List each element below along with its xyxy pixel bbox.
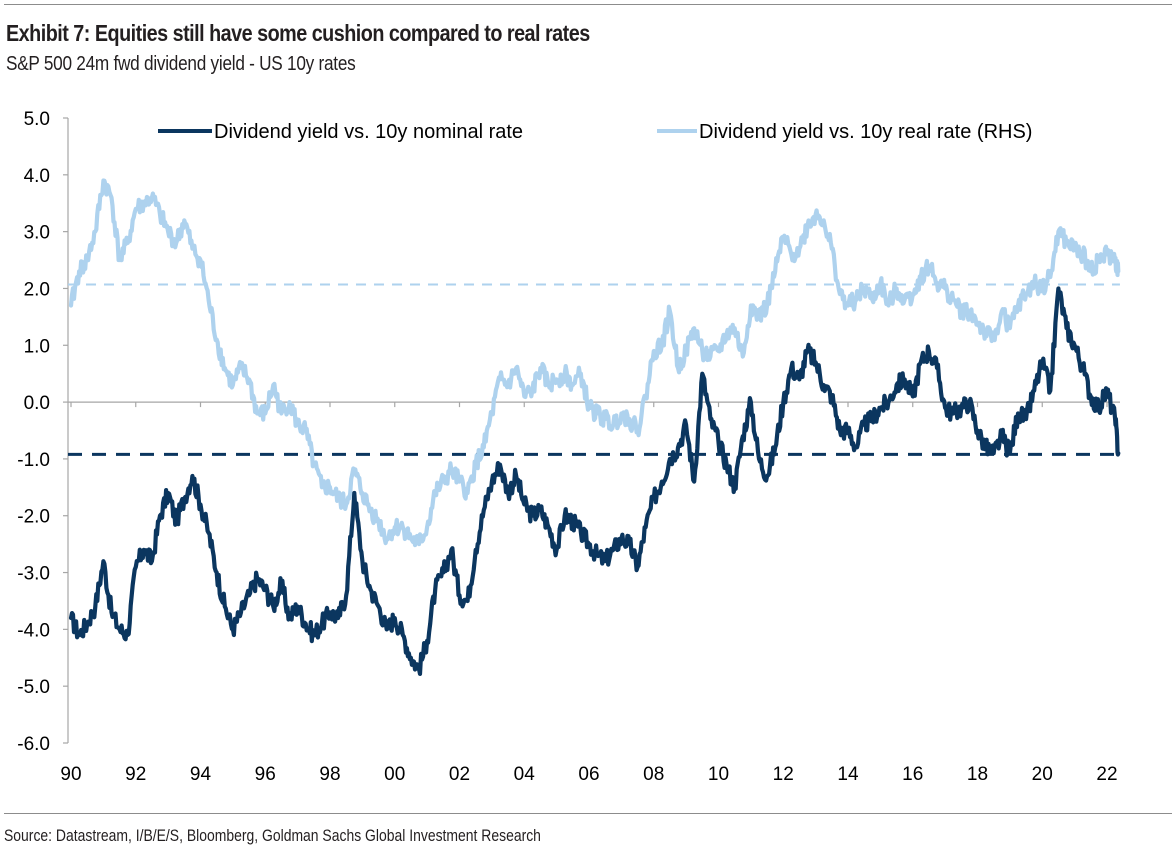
top-divider	[4, 4, 1172, 5]
y-tick-label: -6.0	[17, 734, 50, 755]
reference-lines	[68, 283, 1120, 456]
chart-title: Exhibit 7: Equities still have some cush…	[6, 20, 590, 46]
y-tick-label: 2.0	[24, 279, 50, 300]
x-tick-label: 00	[384, 764, 405, 785]
series-line-real	[68, 178, 1121, 548]
chart-subtitle: S&P 500 24m fwd dividend yield - US 10y …	[6, 53, 356, 75]
x-tick-label: 20	[1032, 764, 1053, 785]
x-tick-label: 98	[319, 764, 340, 785]
x-tick-label: 94	[190, 764, 212, 785]
x-tick-label: 10	[708, 764, 729, 785]
legend: Dividend yield vs. 10y nominal rate Divi…	[158, 121, 1032, 143]
y-tick-label: 3.0	[24, 223, 50, 244]
x-tick-label: 14	[837, 764, 859, 785]
x-tick-label: 02	[449, 764, 470, 785]
y-axis: 5.0 4.0 3.0 2.0 1.0 0.0 -1.0 -2.0 -3.0 -4.0 -5.0 -6…	[17, 109, 69, 755]
y-tick-label: -5.0	[17, 677, 50, 698]
y-tick-label: 5.0	[24, 109, 50, 130]
y-tick-label: -1.0	[17, 450, 50, 471]
x-tick-label: 06	[578, 764, 599, 785]
x-tick-label: 18	[967, 764, 988, 785]
series-group	[68, 178, 1121, 676]
y-tick-label: 1.0	[24, 336, 50, 357]
y-tick-label: -3.0	[17, 564, 50, 585]
x-tick-label: 92	[125, 764, 146, 785]
y-tick-label: 0.0	[24, 393, 50, 414]
x-tick-label: 08	[643, 764, 664, 785]
x-axis: 90 92 94 96 98 00 02 04 06 08 10 12 14 16 18 20 22	[60, 401, 1120, 785]
source-note: Source: Datastream, I/B/E/S, Bloomberg, …	[4, 826, 541, 845]
x-tick-label: 96	[255, 764, 276, 785]
legend-label-nominal: Dividend yield vs. 10y nominal rate	[214, 121, 523, 143]
y-tick-label: -2.0	[17, 507, 50, 528]
x-tick-label: 90	[60, 764, 81, 785]
x-tick-label: 16	[902, 764, 923, 785]
line-chart: 5.0 4.0 3.0 2.0 1.0 0.0 -1.0 -2.0 -3.0 -4.0 -5.0 -6…	[17, 109, 1121, 785]
y-tick-label: -4.0	[17, 620, 50, 641]
x-tick-label: 12	[773, 764, 794, 785]
x-tick-label: 04	[514, 764, 536, 785]
x-tick-label: 22	[1096, 764, 1117, 785]
legend-label-real: Dividend yield vs. 10y real rate (RHS)	[699, 121, 1032, 143]
bottom-divider	[4, 813, 1172, 814]
series-line-nominal	[68, 286, 1121, 676]
y-tick-label: 4.0	[24, 166, 50, 187]
